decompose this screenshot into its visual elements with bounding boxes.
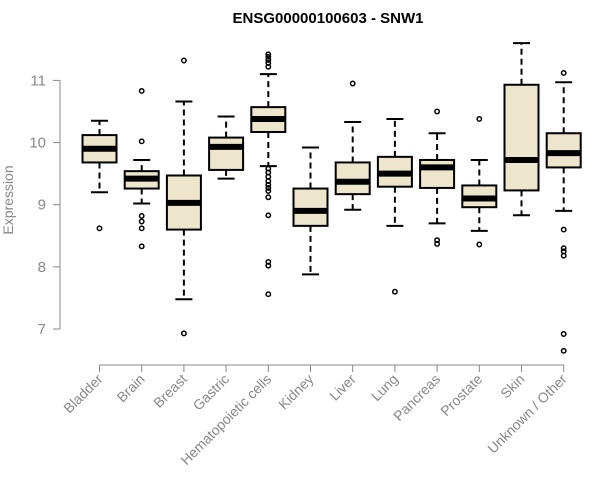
x-tick-label: Liver bbox=[326, 371, 359, 404]
iqr-box bbox=[334, 161, 371, 196]
box-kidney bbox=[292, 146, 329, 276]
box-breast bbox=[165, 57, 202, 337]
outlier-point bbox=[265, 53, 272, 60]
y-tick-label: 8 bbox=[38, 259, 46, 276]
box-bladder bbox=[81, 119, 118, 232]
outlier-point bbox=[434, 108, 441, 115]
y-tick-label: 9 bbox=[38, 197, 46, 214]
outlier-point bbox=[476, 241, 483, 248]
outlier-point bbox=[265, 63, 272, 70]
outlier-point bbox=[265, 291, 272, 298]
box-prostate bbox=[461, 115, 498, 248]
outlier-point bbox=[391, 288, 398, 295]
outlier-point bbox=[560, 226, 567, 233]
outlier-point bbox=[265, 56, 272, 63]
iqr-box bbox=[292, 187, 329, 227]
outlier-point bbox=[265, 262, 272, 269]
outlier-point bbox=[265, 188, 272, 194]
x-tick-label: Bladder bbox=[60, 371, 106, 417]
box-unknown-other bbox=[545, 69, 582, 354]
y-axis-label: Expression bbox=[0, 165, 16, 234]
iqr-box bbox=[503, 83, 540, 192]
outlier-point bbox=[180, 57, 187, 64]
outlier-point bbox=[138, 88, 145, 94]
outlier-point bbox=[265, 184, 272, 191]
y-tick-label: 10 bbox=[29, 135, 46, 152]
outlier-point bbox=[560, 245, 567, 252]
outlier-point bbox=[265, 212, 272, 219]
outlier-point bbox=[349, 80, 356, 87]
x-tick-label: Breast bbox=[150, 371, 190, 411]
box-skin bbox=[503, 42, 540, 217]
y-axis: 7 8 9 10 11 bbox=[29, 72, 61, 338]
x-tick-label: Prostate bbox=[437, 371, 485, 419]
outlier-point bbox=[138, 243, 145, 250]
outlier-point bbox=[560, 331, 567, 337]
outlier-point bbox=[138, 218, 145, 225]
iqr-box bbox=[208, 136, 245, 171]
box-lung bbox=[376, 117, 413, 295]
x-tick-label: Skin bbox=[497, 371, 528, 402]
box-gastric bbox=[208, 115, 245, 180]
box-brain bbox=[123, 88, 160, 250]
boxes-group bbox=[81, 42, 582, 354]
outlier-point bbox=[560, 347, 567, 354]
x-tick-label: Brain bbox=[113, 371, 147, 405]
outlier-point bbox=[138, 212, 145, 219]
outlier-point bbox=[265, 51, 272, 58]
outlier-point bbox=[476, 115, 483, 122]
outlier-point bbox=[265, 181, 272, 188]
y-tick-label: 7 bbox=[38, 321, 46, 338]
box-pancreas bbox=[419, 108, 456, 247]
x-tick-label: Unknown / Other bbox=[484, 371, 570, 457]
x-tick-label: Lung bbox=[368, 371, 401, 404]
outlier-point bbox=[138, 225, 145, 232]
x-tick-label: Pancreas bbox=[390, 371, 443, 424]
y-tick-label: 11 bbox=[30, 72, 46, 89]
outlier-point bbox=[138, 138, 145, 145]
outlier-point bbox=[265, 194, 272, 201]
outlier-point bbox=[434, 240, 441, 247]
outlier-point bbox=[560, 252, 567, 259]
iqr-box bbox=[419, 158, 456, 189]
outlier-point bbox=[180, 330, 187, 337]
outlier-point bbox=[96, 225, 103, 232]
chart-title: ENSG00000100603 - SNW1 bbox=[233, 10, 424, 27]
x-tick-label: Kidney bbox=[275, 371, 317, 413]
outlier-point bbox=[560, 69, 567, 76]
box-hematopoietic-cells bbox=[250, 51, 287, 298]
box-liver bbox=[334, 80, 371, 211]
